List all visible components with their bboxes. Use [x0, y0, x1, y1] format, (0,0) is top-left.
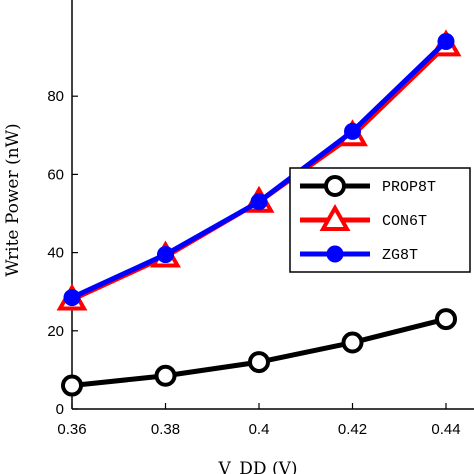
y-axis-label: Write Power (nW): [3, 123, 23, 276]
x-tick-label: 0.4: [249, 421, 270, 438]
data-point-prop8t: [435, 308, 457, 331]
x-tick-label: 0.44: [431, 421, 460, 438]
series-layer: [56, 29, 462, 397]
data-point-prop8t: [341, 331, 364, 354]
legend-marker-con6t: [319, 203, 351, 231]
data-point-zg8t: [344, 122, 361, 140]
y-tick-label: 40: [47, 245, 64, 262]
data-point-zg8t: [437, 32, 455, 50]
data-point-prop8t: [61, 374, 83, 397]
legend-label-con6t: CON6T: [382, 213, 427, 230]
y-tick-label: 0: [56, 401, 64, 418]
data-point-prop8t: [154, 364, 177, 387]
y-axis-ticks: 0 20 40 60 80: [47, 88, 78, 418]
data-point-prop8t: [248, 351, 270, 374]
legend-marker-zg8t: [326, 245, 344, 263]
x-tick-label: 0.36: [57, 421, 86, 438]
data-point-zg8t: [63, 289, 81, 307]
y-tick-label: 60: [47, 166, 64, 183]
legend: PROP8T CON6T ZG8T: [289, 167, 471, 273]
legend-entry-zg8t: ZG8T: [300, 245, 418, 264]
series-zg8t: [63, 32, 455, 307]
x-tick-label: 0.38: [151, 421, 180, 438]
x-tick-label: 0.42: [338, 421, 367, 438]
data-point-zg8t: [157, 246, 174, 264]
x-axis-label: V_DD (V): [218, 459, 298, 474]
legend-marker-prop8t: [324, 175, 346, 197]
y-tick-label: 20: [47, 323, 64, 340]
x-axis-ticks: 0.36 0.38 0.4 0.42 0.44: [57, 403, 461, 438]
legend-entry-prop8t: PROP8T: [300, 175, 436, 197]
legend-entry-con6t: CON6T: [300, 203, 427, 231]
series-prop8t: [61, 308, 457, 397]
legend-label-prop8t: PROP8T: [382, 179, 436, 196]
legend-label-zg8t: ZG8T: [382, 247, 418, 264]
data-point-zg8t: [250, 193, 268, 211]
y-tick-label: 80: [47, 88, 64, 105]
